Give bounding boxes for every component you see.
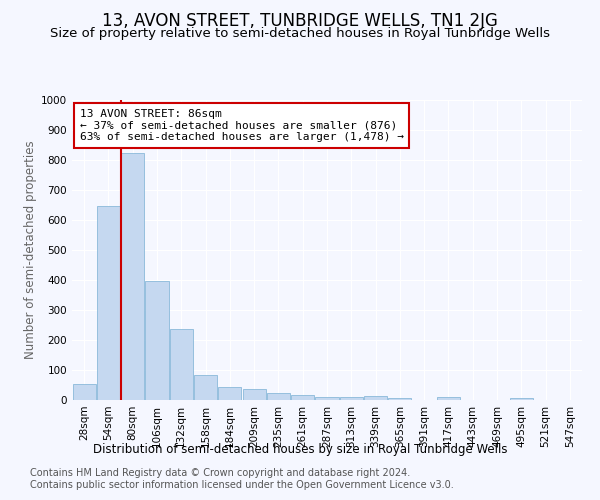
Bar (437, 398, 460, 400)
Bar (340, 397, 363, 400)
Text: Size of property relative to semi-detached houses in Royal Tunbridge Wells: Size of property relative to semi-detach… (50, 28, 550, 40)
Y-axis label: Number of semi-detached properties: Number of semi-detached properties (24, 140, 37, 360)
Text: Contains public sector information licensed under the Open Government Licence v3: Contains public sector information licen… (30, 480, 454, 490)
Bar (97, 206, 120, 400)
Bar (364, 396, 387, 400)
Bar (145, 281, 169, 400)
Text: 13, AVON STREET, TUNBRIDGE WELLS, TN1 2JG: 13, AVON STREET, TUNBRIDGE WELLS, TN1 2J… (102, 12, 498, 30)
Bar (218, 388, 241, 400)
Bar (316, 397, 338, 400)
Bar (510, 398, 533, 400)
Bar (73, 384, 95, 400)
Bar (242, 388, 266, 400)
Bar (121, 152, 144, 400)
Text: Distribution of semi-detached houses by size in Royal Tunbridge Wells: Distribution of semi-detached houses by … (93, 442, 507, 456)
Text: Contains HM Land Registry data © Crown copyright and database right 2024.: Contains HM Land Registry data © Crown c… (30, 468, 410, 477)
Bar (170, 328, 193, 400)
Bar (291, 395, 314, 400)
Text: 13 AVON STREET: 86sqm
← 37% of semi-detached houses are smaller (876)
63% of sem: 13 AVON STREET: 86sqm ← 37% of semi-deta… (80, 109, 404, 142)
Bar (194, 374, 217, 400)
Bar (267, 394, 290, 400)
Bar (388, 398, 412, 400)
